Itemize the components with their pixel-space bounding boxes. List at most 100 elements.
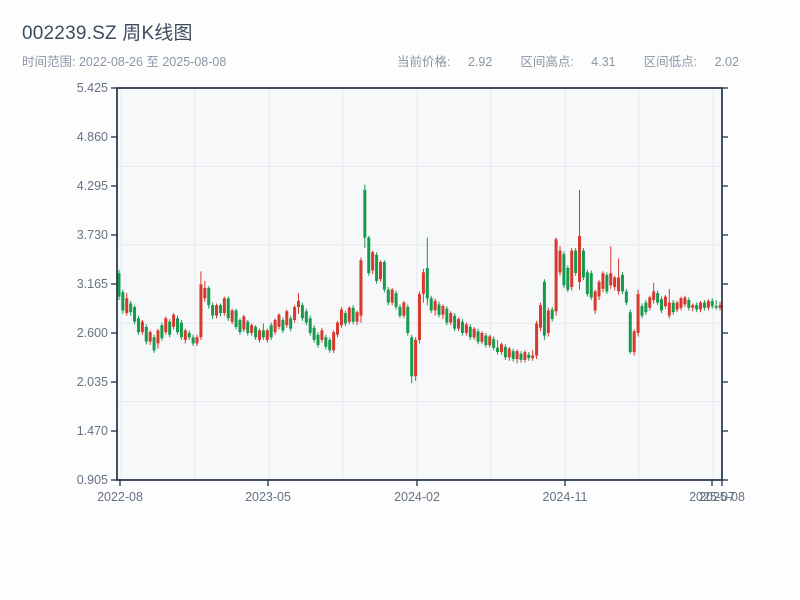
- candle-body: [234, 310, 238, 327]
- candle-body: [585, 272, 589, 294]
- candle-body: [675, 302, 679, 310]
- candle-body: [492, 339, 496, 348]
- candle-body: [336, 322, 340, 335]
- candle-body: [343, 313, 347, 324]
- candle-body: [511, 351, 515, 359]
- candle-body: [328, 339, 332, 351]
- candle-body: [133, 307, 137, 322]
- candle-body: [164, 318, 168, 333]
- candle-body: [152, 337, 156, 351]
- candle-body: [562, 254, 566, 286]
- candle-body: [679, 298, 683, 308]
- candle-body: [308, 318, 312, 333]
- candle-body: [620, 274, 624, 292]
- candle-body: [218, 305, 222, 313]
- range-low-stat: 区间低点: 2.02: [644, 55, 753, 69]
- candle-body: [507, 348, 511, 358]
- candle-body: [574, 250, 578, 274]
- candle-body: [250, 325, 254, 333]
- current-price-label: 当前价格:: [397, 55, 451, 69]
- candle-body: [125, 298, 129, 313]
- candle-body: [593, 291, 597, 311]
- candle-body: [211, 305, 215, 316]
- candle-body: [453, 315, 457, 329]
- candle-body: [410, 337, 414, 377]
- candle-body: [242, 316, 246, 330]
- candle-body: [433, 300, 437, 311]
- candle-body: [671, 302, 675, 313]
- candle-body: [136, 318, 140, 333]
- candle-body: [273, 320, 277, 333]
- candle-body: [261, 330, 265, 338]
- candle-body: [570, 250, 574, 287]
- candle-body: [339, 309, 343, 326]
- range-low-value: 2.02: [714, 55, 739, 69]
- candle-body: [656, 293, 660, 303]
- y-axis-tick-label: 0.905: [77, 473, 108, 487]
- candle-body: [476, 331, 480, 342]
- candle-body: [168, 321, 172, 335]
- candle-body: [578, 235, 582, 282]
- candle-body: [176, 318, 179, 333]
- candle-body: [519, 353, 523, 360]
- candle-body: [117, 273, 121, 297]
- time-range-value: 2022-08-26 至 2025-08-08: [78, 55, 227, 69]
- candle-body: [129, 303, 133, 313]
- y-axis-tick-label: 3.165: [77, 277, 108, 291]
- y-axis-tick-label: 4.295: [77, 179, 108, 193]
- current-price-value: 2.92: [467, 55, 493, 69]
- candle-body: [636, 294, 640, 333]
- candle-body: [617, 277, 621, 292]
- candle-body: [460, 321, 464, 333]
- candle-body: [316, 334, 320, 346]
- candle-body: [539, 305, 542, 328]
- current-price-stat: 当前价格: 2.92: [397, 55, 506, 69]
- candle-body: [156, 330, 160, 344]
- candle-body: [406, 307, 410, 333]
- candle-body: [386, 289, 390, 303]
- y-axis-tick-label: 1.470: [77, 424, 108, 438]
- candle-body: [640, 306, 644, 316]
- candle-body: [375, 254, 379, 281]
- time-range: 时间范围: 2022-08-26 至 2025-08-08: [22, 51, 226, 70]
- candle-body: [402, 302, 406, 316]
- candle-body: [289, 318, 293, 329]
- x-axis-tick-label: 2023-05: [245, 490, 291, 504]
- candle-body: [257, 330, 261, 340]
- candle-body: [390, 289, 394, 303]
- x-axis-tick-label: 2025-07: [689, 490, 735, 504]
- candle-body: [254, 326, 258, 338]
- candle-body: [484, 335, 488, 346]
- candle-body: [554, 239, 558, 312]
- candle-body: [378, 261, 382, 280]
- candle-body: [230, 310, 234, 322]
- candle-body: [581, 250, 585, 278]
- candle-body: [706, 300, 710, 308]
- candle-body: [515, 351, 519, 359]
- candle-body: [648, 297, 652, 308]
- candle-body: [324, 337, 328, 347]
- plot-area: [117, 88, 722, 480]
- candle-body: [300, 305, 304, 319]
- candle-body: [320, 330, 324, 340]
- candle-body: [449, 313, 453, 323]
- candle-body: [418, 294, 421, 340]
- candle-body: [359, 260, 363, 316]
- candle-body: [445, 308, 449, 323]
- candle-body: [566, 268, 570, 290]
- candle-body: [277, 314, 281, 327]
- candle-body: [421, 272, 425, 294]
- candle-body: [269, 325, 273, 338]
- candle-body: [332, 332, 336, 351]
- candle-body: [667, 302, 671, 316]
- candle-body: [597, 281, 601, 297]
- candle-body: [304, 311, 308, 323]
- candle-body: [226, 298, 230, 319]
- candle-body: [601, 273, 605, 289]
- candle-body: [613, 277, 617, 287]
- candle-body: [472, 328, 476, 338]
- candle-body: [371, 252, 375, 271]
- candle-body: [632, 331, 636, 353]
- time-range-label: 时间范围:: [22, 55, 76, 69]
- y-axis-tick-label: 2.035: [77, 375, 108, 389]
